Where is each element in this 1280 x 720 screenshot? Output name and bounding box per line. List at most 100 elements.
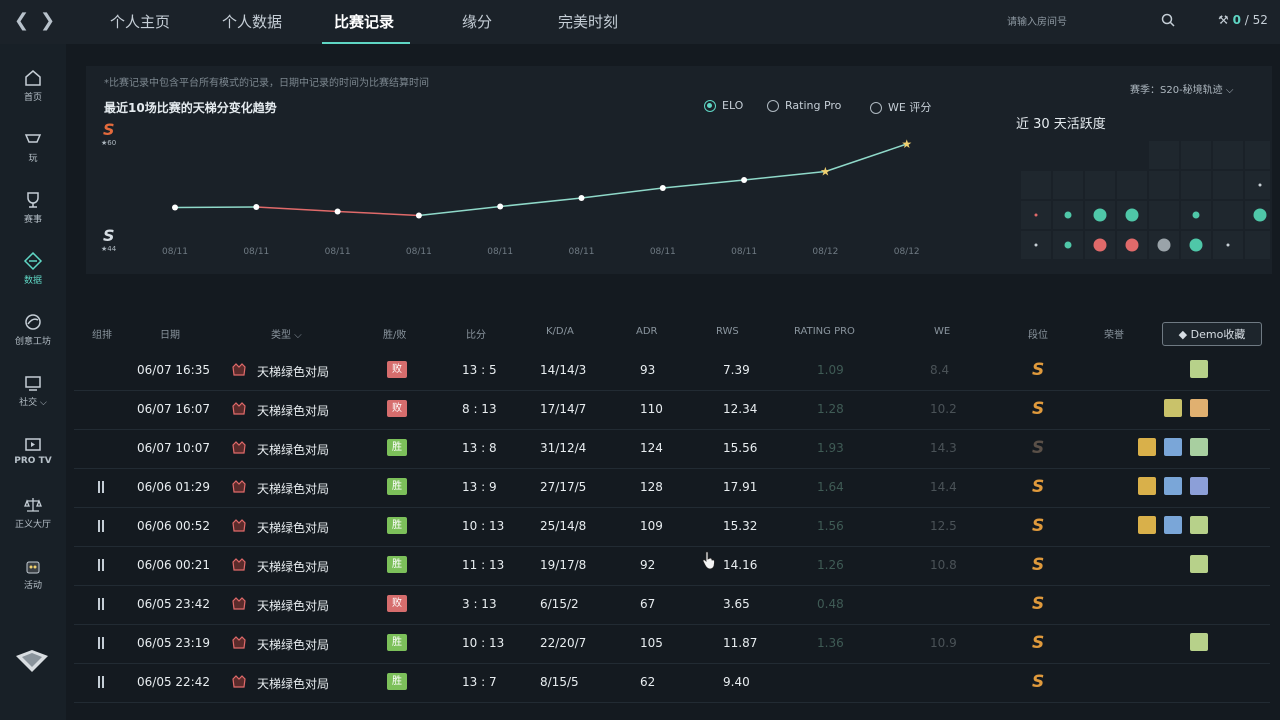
- match-rws: 11.87: [723, 636, 758, 650]
- header-date[interactable]: 日期: [160, 330, 180, 341]
- honor-medal-icon[interactable]: [1190, 438, 1208, 456]
- honor-medal-icon[interactable]: [1138, 438, 1156, 456]
- sidebar-item-data[interactable]: 数据: [0, 251, 66, 286]
- elo-point[interactable]: [741, 177, 748, 183]
- activity-dot[interactable]: [1064, 241, 1072, 249]
- match-we-score: 10.8: [930, 558, 957, 572]
- sidebar-item-workshop[interactable]: 创意工坊: [0, 312, 66, 347]
- elo-line-segment: [662, 179, 745, 189]
- sidebar-item-home[interactable]: 首页: [0, 68, 66, 103]
- elo-line-segment: [337, 210, 419, 217]
- header-adr: ADR: [636, 326, 658, 337]
- search-icon[interactable]: [1160, 12, 1176, 28]
- table-row[interactable]: 06/05 22:42 天梯绿色对局 胜 13 : 7 8/15/5 62 9.40 S: [74, 663, 1270, 703]
- data-icon: [23, 251, 43, 271]
- activity-dot[interactable]: [1125, 238, 1139, 252]
- rank-bottom-value: ★44: [101, 245, 117, 253]
- group-queue-icon: [98, 559, 104, 571]
- elo-point[interactable]: [578, 195, 585, 201]
- table-row[interactable]: 06/06 01:29 天梯绿色对局 胜 13 : 9 27/17/5 128 17.91 1…: [74, 468, 1270, 508]
- table-row[interactable]: 06/05 23:19 天梯绿色对局 胜 10 : 13 22/20/7 105 11.87…: [74, 624, 1270, 664]
- match-result-badge: 胜: [387, 517, 407, 534]
- activity-dot[interactable]: [1258, 183, 1262, 187]
- activity-dot[interactable]: [1192, 211, 1200, 219]
- activity-dot[interactable]: [1157, 238, 1171, 252]
- table-row[interactable]: 06/07 16:07 天梯绿色对局 败 8 : 13 17/14/7 110 12.34 1…: [74, 390, 1270, 430]
- elo-star-point[interactable]: ★: [820, 165, 831, 179]
- back-arrow-icon[interactable]: ❮: [14, 10, 30, 31]
- honor-medal-icon[interactable]: [1190, 555, 1208, 573]
- table-row[interactable]: 06/06 00:52 天梯绿色对局 胜 10 : 13 25/14/8 109 15.32…: [74, 507, 1270, 547]
- tab-match-records[interactable]: 比赛记录: [334, 13, 395, 31]
- tv-icon: [25, 438, 41, 451]
- table-row[interactable]: 06/07 10:07 天梯绿色对局 胜 13 : 8 31/12/4 124 15.56 1…: [74, 429, 1270, 469]
- tab-perfect-moments[interactable]: 完美时刻: [558, 13, 619, 31]
- tab-home[interactable]: 个人主页: [110, 13, 171, 31]
- friend-counter[interactable]: ⚒ 0 / 52: [1218, 13, 1268, 27]
- match-date: 06/05 23:42: [137, 597, 210, 611]
- activity-dot[interactable]: [1189, 238, 1203, 252]
- honor-medal-icon[interactable]: [1164, 516, 1182, 534]
- tab-fate[interactable]: 缘分: [462, 13, 493, 31]
- table-row[interactable]: 06/05 23:42 天梯绿色对局 败 3 : 13 6/15/2 67 3.65 0.48…: [74, 585, 1270, 625]
- activity-dot[interactable]: [1034, 213, 1038, 217]
- activity-cell: [1149, 201, 1179, 229]
- group-queue-icon: [98, 637, 104, 649]
- activity-dot[interactable]: [1034, 243, 1038, 247]
- room-search-input[interactable]: [1005, 10, 1149, 34]
- header-type[interactable]: 类型 ⌵: [271, 330, 302, 341]
- activity-grid: [1021, 141, 1270, 259]
- activity-dot[interactable]: [1226, 243, 1230, 247]
- honor-medal-icon[interactable]: [1190, 360, 1208, 378]
- honor-medal-icon[interactable]: [1164, 399, 1182, 417]
- sidebar-item-events[interactable]: 赛事: [0, 190, 66, 225]
- match-rating-pro: 1.09: [817, 363, 844, 377]
- elo-point[interactable]: [659, 185, 666, 191]
- match-adr: 124: [640, 441, 663, 455]
- rank-bottom-badge-icon: S: [103, 226, 115, 244]
- activity-dot[interactable]: [1253, 208, 1267, 222]
- group-queue-icon: [98, 481, 104, 493]
- elo-line-segment: [256, 206, 338, 213]
- top-bar: ❮ ❯ 个人主页 个人数据 比赛记录 缘分 完美时刻 ⚒ 0 / 52: [0, 0, 1280, 44]
- table-row[interactable]: 06/07 16:35 天梯绿色对局 败 13 : 5 14/14/3 93 7.39 1.0…: [74, 351, 1270, 391]
- match-score: 10 : 13: [462, 636, 505, 650]
- elo-point[interactable]: [415, 212, 422, 219]
- season-select[interactable]: 赛季：S20-秘境轨迹 ⌵: [1130, 85, 1234, 96]
- honor-medal-icon[interactable]: [1190, 633, 1208, 651]
- elo-point[interactable]: [497, 203, 504, 210]
- elo-trend-chart: 08/11 08/11 08/11 08/11 08/11 08/11 08/11 08/11…: [162, 137, 920, 257]
- honor-medal-icon[interactable]: [1164, 438, 1182, 456]
- elo-point[interactable]: [334, 208, 341, 215]
- sidebar-item-social[interactable]: 社交 ⌵: [0, 373, 66, 408]
- platform-logo-icon[interactable]: [14, 648, 50, 674]
- activity-dot[interactable]: [1125, 208, 1139, 222]
- radio-we-score[interactable]: WE 评分: [870, 99, 931, 115]
- activity-dot[interactable]: [1093, 238, 1107, 252]
- demo-favorites-button[interactable]: ◆ Demo收藏: [1162, 322, 1262, 346]
- radio-rating-pro[interactable]: Rating Pro: [767, 99, 841, 115]
- sidebar-item-play[interactable]: 玩: [0, 129, 66, 164]
- elo-point[interactable]: [253, 204, 260, 210]
- honor-medal-icon[interactable]: [1138, 477, 1156, 495]
- group-queue-icon: [98, 598, 104, 610]
- match-kda: 31/12/4: [540, 441, 587, 455]
- activity-dot[interactable]: [1093, 208, 1107, 222]
- honor-medal-icon[interactable]: [1190, 516, 1208, 534]
- radio-elo[interactable]: ELO: [704, 99, 743, 115]
- activity-cell: [1181, 141, 1211, 169]
- tab-personal-data[interactable]: 个人数据: [222, 13, 283, 31]
- elo-point[interactable]: [172, 204, 178, 211]
- radio-checked-icon: [704, 100, 716, 112]
- honor-medal-icon[interactable]: [1190, 477, 1208, 495]
- sidebar-item-justice-hall[interactable]: 正义大厅: [0, 495, 66, 530]
- table-row[interactable]: 06/06 00:21 天梯绿色对局 胜 11 : 13 19/17/8 92 14.16 1…: [74, 546, 1270, 586]
- sidebar-item-pro-tv[interactable]: PRO TV: [0, 434, 66, 466]
- honor-medal-icon[interactable]: [1190, 399, 1208, 417]
- forward-arrow-icon[interactable]: ❯: [40, 10, 56, 31]
- elo-star-point[interactable]: ★: [901, 137, 912, 151]
- activity-dot[interactable]: [1064, 211, 1072, 219]
- honor-medal-icon[interactable]: [1164, 477, 1182, 495]
- sidebar-item-events-activity[interactable]: 活动: [0, 556, 66, 591]
- honor-medal-icon[interactable]: [1138, 516, 1156, 534]
